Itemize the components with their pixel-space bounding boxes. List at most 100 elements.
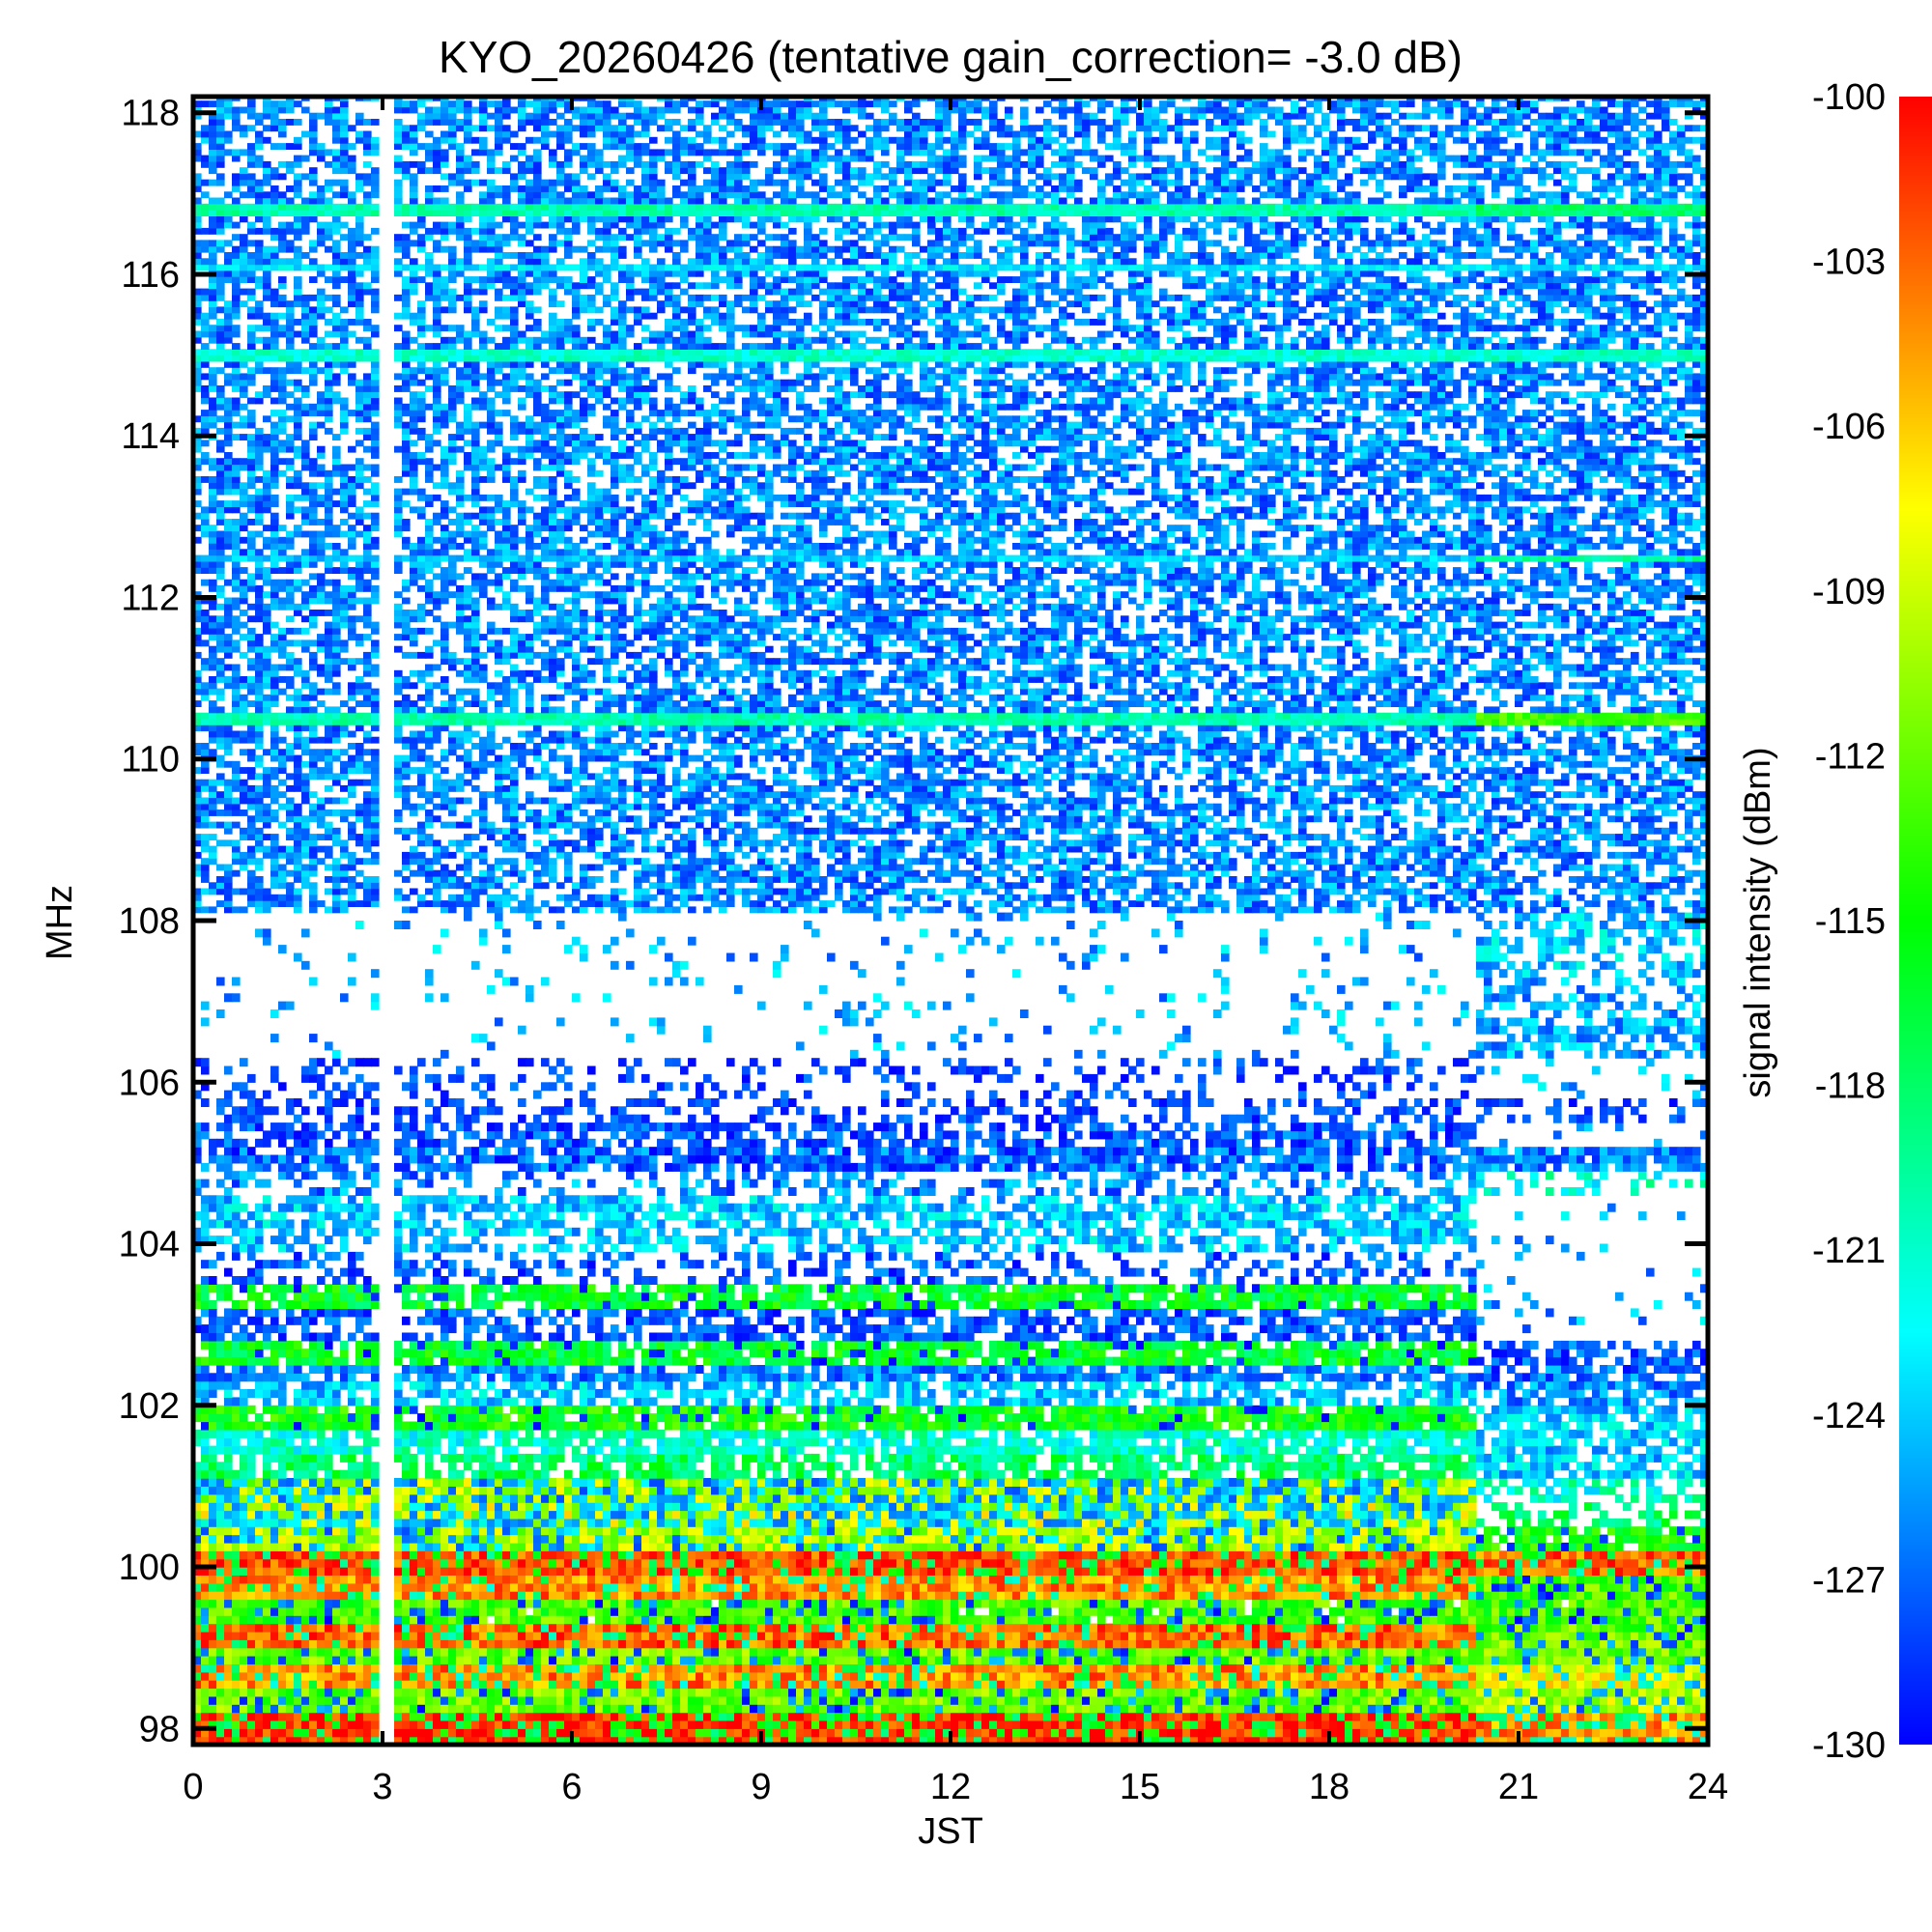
cell xyxy=(1577,1719,1585,1729)
cell xyxy=(371,1542,380,1551)
cell xyxy=(286,1606,295,1616)
cell xyxy=(502,1623,511,1633)
cell xyxy=(1252,1671,1261,1681)
cell xyxy=(572,1728,581,1738)
cell xyxy=(533,1623,542,1633)
cell xyxy=(209,1542,217,1551)
cell xyxy=(216,1534,225,1544)
cell xyxy=(201,1591,210,1601)
cell xyxy=(394,1534,403,1544)
cell xyxy=(1685,1582,1693,1592)
cell xyxy=(618,1534,627,1544)
cell xyxy=(1662,1599,1670,1608)
cell xyxy=(1584,1663,1593,1673)
cell xyxy=(1128,1542,1137,1551)
cell xyxy=(317,1656,326,1664)
cell xyxy=(889,1656,897,1664)
cell xyxy=(595,1631,604,1640)
cell xyxy=(1321,1623,1330,1633)
cell xyxy=(1051,1712,1060,1721)
cell xyxy=(1376,1582,1384,1592)
cell xyxy=(325,1688,333,1697)
cell xyxy=(371,1582,380,1592)
cell xyxy=(966,1575,975,1584)
cell xyxy=(363,1663,372,1673)
cell xyxy=(804,1639,812,1649)
cell xyxy=(827,1542,836,1551)
cell xyxy=(270,1712,279,1721)
cell xyxy=(1437,1599,1446,1608)
cell xyxy=(433,1558,441,1568)
cell xyxy=(1468,1728,1477,1738)
cell xyxy=(1638,1736,1647,1745)
cell xyxy=(394,1704,403,1714)
cell xyxy=(1646,1623,1655,1633)
cell xyxy=(1584,1582,1593,1592)
cell xyxy=(611,1591,619,1601)
cell xyxy=(1028,1647,1037,1657)
cell xyxy=(1623,1719,1632,1729)
cell xyxy=(881,1712,890,1721)
cell xyxy=(626,1623,635,1633)
cell xyxy=(595,1704,604,1714)
cell xyxy=(533,1680,542,1690)
cell xyxy=(1677,1599,1686,1608)
cell xyxy=(1484,1671,1492,1681)
cell xyxy=(788,1606,797,1616)
cell xyxy=(958,1647,967,1657)
cell xyxy=(587,1719,596,1729)
cell xyxy=(726,1550,735,1560)
cell xyxy=(595,1663,604,1673)
cell xyxy=(355,1582,364,1592)
cell xyxy=(703,1712,712,1721)
cell xyxy=(819,1615,828,1625)
cell xyxy=(603,1575,611,1584)
cell xyxy=(1615,1542,1624,1551)
cell xyxy=(873,1671,882,1681)
cell xyxy=(788,1671,797,1681)
cell xyxy=(1159,1704,1168,1714)
cell xyxy=(1298,1647,1307,1657)
cell xyxy=(456,1567,465,1576)
cell xyxy=(1484,1558,1492,1568)
cell xyxy=(1700,1615,1708,1625)
cell xyxy=(827,1558,836,1568)
cell xyxy=(726,1558,735,1568)
cell xyxy=(881,1639,890,1649)
cell xyxy=(1383,1695,1392,1705)
cell xyxy=(1051,1728,1060,1738)
cell xyxy=(827,1663,836,1673)
cell xyxy=(719,1695,727,1705)
cell xyxy=(240,1599,248,1608)
cell xyxy=(1368,1615,1377,1625)
cell xyxy=(1492,1663,1500,1673)
cell xyxy=(1569,1712,1577,1721)
cell xyxy=(572,1704,581,1714)
cell xyxy=(1430,1712,1438,1721)
cell xyxy=(1391,1680,1400,1690)
cell xyxy=(842,1599,851,1608)
cell xyxy=(278,1615,287,1625)
cell xyxy=(1515,1656,1523,1664)
cell xyxy=(1437,1736,1446,1745)
cell xyxy=(873,1719,882,1729)
cell xyxy=(788,1599,797,1608)
cell xyxy=(1631,1615,1639,1625)
cell xyxy=(634,1680,642,1690)
cell xyxy=(580,1736,588,1745)
cell xyxy=(1066,1736,1075,1745)
cell xyxy=(1492,1639,1500,1649)
cell xyxy=(1144,1680,1152,1690)
cell xyxy=(410,1736,418,1745)
cell xyxy=(1600,1728,1608,1738)
cell xyxy=(1306,1688,1315,1697)
cell xyxy=(1461,1567,1469,1576)
cell xyxy=(464,1719,472,1729)
cell xyxy=(873,1542,882,1551)
cell xyxy=(827,1656,836,1664)
cell xyxy=(1144,1736,1152,1745)
cell xyxy=(417,1680,426,1690)
cell xyxy=(726,1575,735,1584)
cell xyxy=(1329,1615,1338,1625)
cell xyxy=(580,1631,588,1640)
